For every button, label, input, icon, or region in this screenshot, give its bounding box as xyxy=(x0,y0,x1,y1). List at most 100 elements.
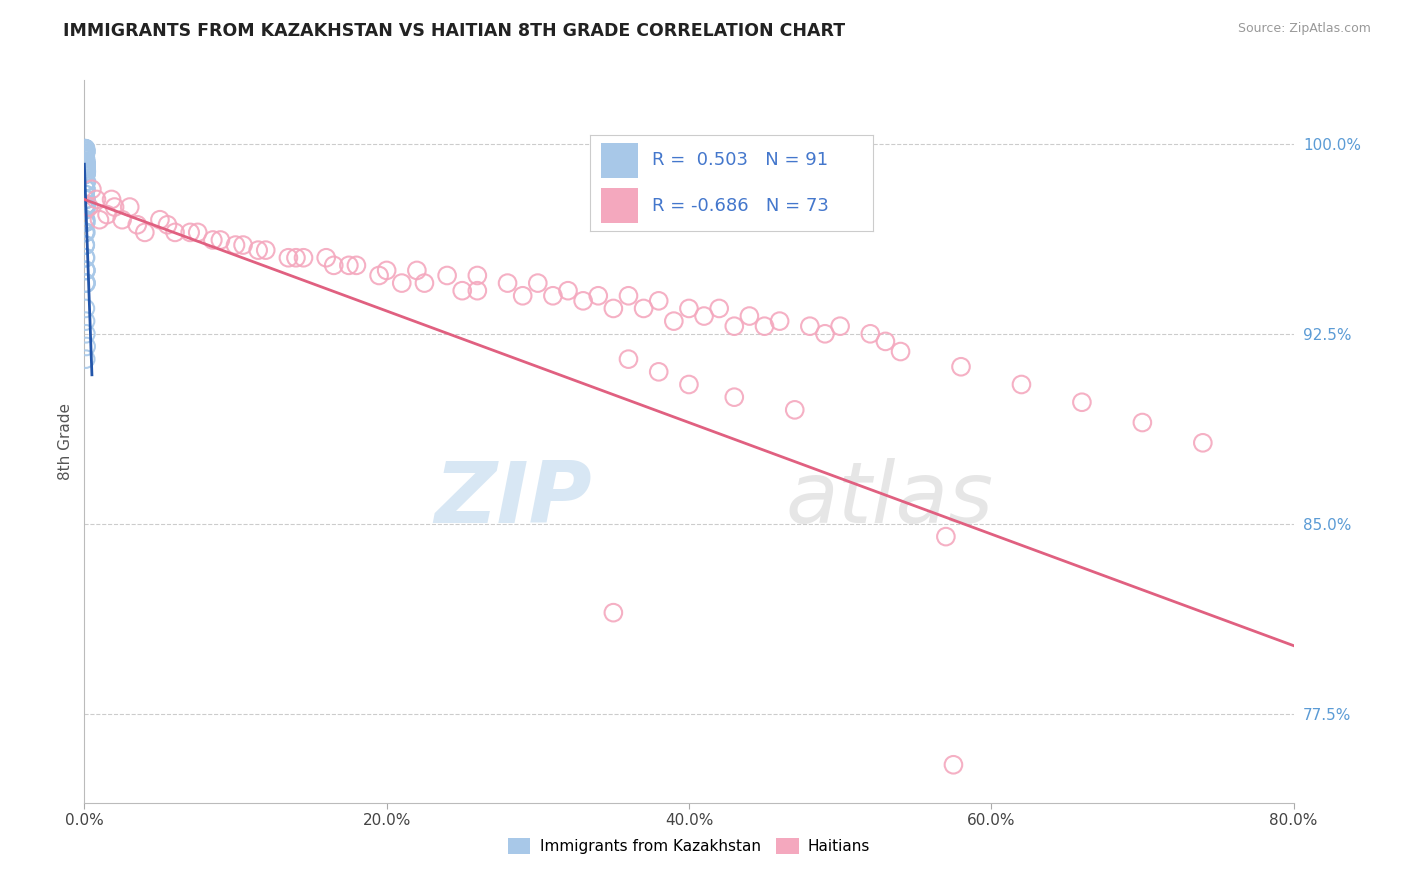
Point xyxy=(950,359,973,374)
Point xyxy=(75,193,97,207)
Point xyxy=(406,263,429,277)
Point xyxy=(814,326,837,341)
Point xyxy=(111,212,134,227)
Point xyxy=(572,293,595,308)
Point xyxy=(73,149,96,163)
Point xyxy=(75,326,97,341)
Point xyxy=(118,200,141,214)
Point xyxy=(75,142,97,156)
Point xyxy=(75,164,97,178)
Point xyxy=(75,167,97,181)
Point xyxy=(75,182,97,196)
Point xyxy=(436,268,458,283)
Point xyxy=(617,352,640,367)
Point xyxy=(75,149,97,163)
Point xyxy=(76,175,98,189)
Point xyxy=(75,187,97,202)
Point xyxy=(413,276,436,290)
Text: R = -0.686   N = 73: R = -0.686 N = 73 xyxy=(652,196,830,215)
Point xyxy=(368,268,391,283)
Point xyxy=(75,152,97,166)
Point xyxy=(541,289,564,303)
Point xyxy=(75,146,97,161)
Point xyxy=(75,145,97,159)
Point xyxy=(89,212,111,227)
Point xyxy=(75,263,97,277)
Point xyxy=(75,193,97,207)
Y-axis label: 8th Grade: 8th Grade xyxy=(58,403,73,480)
Point xyxy=(75,238,97,252)
Point xyxy=(322,258,344,272)
Point xyxy=(127,218,149,232)
Point xyxy=(75,149,97,163)
Point xyxy=(75,226,97,240)
FancyBboxPatch shape xyxy=(602,188,638,223)
Point xyxy=(100,193,122,207)
Point xyxy=(75,212,97,227)
Point xyxy=(75,197,97,211)
Point xyxy=(75,339,97,353)
Point xyxy=(75,193,97,207)
Point xyxy=(875,334,897,349)
Point xyxy=(75,154,97,169)
Point xyxy=(277,251,299,265)
Point xyxy=(75,175,97,189)
Point xyxy=(86,193,108,207)
Point xyxy=(75,154,97,169)
Point xyxy=(75,157,97,171)
Point xyxy=(73,149,96,163)
Point xyxy=(75,146,97,161)
FancyBboxPatch shape xyxy=(602,144,638,178)
Point xyxy=(617,289,640,303)
Point xyxy=(75,251,97,265)
Point xyxy=(75,161,97,176)
Point xyxy=(75,182,97,196)
Point xyxy=(75,160,97,174)
Point xyxy=(75,152,97,166)
Point xyxy=(783,402,806,417)
Point xyxy=(75,202,97,217)
Point xyxy=(75,202,97,217)
Point xyxy=(77,200,100,214)
Point xyxy=(75,160,97,174)
Point xyxy=(1011,377,1033,392)
Point xyxy=(602,606,624,620)
Point xyxy=(96,208,118,222)
Point xyxy=(156,218,179,232)
Point xyxy=(75,276,97,290)
Text: Source: ZipAtlas.com: Source: ZipAtlas.com xyxy=(1237,22,1371,36)
Point xyxy=(75,152,97,166)
Point xyxy=(75,164,97,178)
Point xyxy=(799,319,821,334)
Point xyxy=(75,215,97,229)
Point xyxy=(247,243,270,257)
Point xyxy=(201,233,224,247)
Point xyxy=(73,149,96,163)
Point xyxy=(942,757,965,772)
Point xyxy=(1132,416,1154,430)
Point xyxy=(693,309,716,323)
Point xyxy=(496,276,519,290)
Point xyxy=(602,301,624,316)
Point xyxy=(254,243,277,257)
Point xyxy=(75,160,97,174)
Point xyxy=(75,157,97,171)
Point xyxy=(337,258,360,272)
Point xyxy=(75,161,97,176)
Point xyxy=(75,200,97,214)
Point xyxy=(467,268,489,283)
Point xyxy=(1071,395,1094,409)
Point xyxy=(165,226,187,240)
Point xyxy=(75,154,97,169)
Point xyxy=(75,142,97,156)
Point xyxy=(723,319,745,334)
Point xyxy=(678,377,700,392)
Point xyxy=(75,182,97,196)
Point xyxy=(149,212,172,227)
Text: IMMIGRANTS FROM KAZAKHSTAN VS HAITIAN 8TH GRADE CORRELATION CHART: IMMIGRANTS FROM KAZAKHSTAN VS HAITIAN 8T… xyxy=(63,22,845,40)
Point xyxy=(648,365,671,379)
Point xyxy=(738,309,761,323)
Point xyxy=(75,314,97,328)
Point xyxy=(75,251,97,265)
Point xyxy=(75,142,97,156)
